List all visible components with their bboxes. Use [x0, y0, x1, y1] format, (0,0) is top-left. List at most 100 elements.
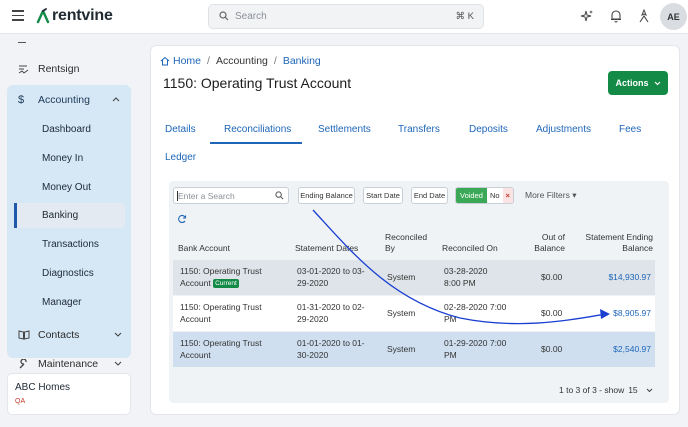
end-date-filter[interactable]: End Date	[411, 187, 448, 204]
col-out-of-balance: Out of Balance	[534, 232, 565, 254]
cell-bank-account: 1150: Operating Trust Account	[180, 301, 262, 325]
cell-ending-balance-link[interactable]: $8,905.97	[613, 308, 651, 318]
cell-ending-balance-link[interactable]: $2,540.97	[613, 344, 651, 354]
sidebar-item-dashboard[interactable]: Dashboard	[42, 124, 91, 135]
tab-deposits[interactable]: Deposits	[469, 124, 508, 135]
sidebar-item-contacts[interactable]: Contacts	[10, 323, 79, 347]
tab-reconciliations[interactable]: Reconciliations	[224, 124, 292, 135]
cell-reconciled-on: 01-29-2020 7:00 PM	[444, 337, 506, 361]
page-size-select[interactable]: 15	[628, 385, 638, 395]
avatar[interactable]: AE	[660, 3, 687, 30]
menu-icon[interactable]	[12, 10, 24, 22]
col-statement-dates: Statement Dates	[295, 243, 359, 253]
col-bank-account: Bank Account	[178, 243, 230, 253]
sidebar-item-banking[interactable]: Banking	[14, 203, 125, 228]
logo[interactable]: rentvine	[36, 7, 113, 25]
refresh-icon[interactable]	[177, 214, 187, 224]
cell-text: 01-29-2020 7:00	[444, 338, 507, 348]
header-line: Reconciled	[385, 232, 428, 242]
col-reconciled-by: Reconciled By	[385, 232, 427, 254]
tab-adjustments[interactable]: Adjustments	[536, 124, 592, 135]
company-switcher[interactable]: ABC Homes QA	[7, 373, 131, 415]
company-name: ABC Homes	[15, 382, 71, 393]
cell-text: 1150: Operating Trust	[180, 266, 262, 276]
col-statement-ending-balance: Statement Ending Balance	[579, 232, 653, 254]
current-badge: Current	[213, 279, 239, 288]
pagination: 1 to 3 of 3 - show 15	[559, 385, 653, 395]
cell-text: Account	[180, 278, 211, 288]
more-filters-button[interactable]: More Filters ▾	[525, 190, 577, 200]
top-bar: rentvine Search ⌘ K AE	[0, 0, 688, 34]
tab-settlements[interactable]: Settlements	[318, 124, 371, 135]
cell-reconciled-by: System	[387, 308, 416, 318]
cell-text: Account	[180, 350, 211, 360]
breadcrumb-separator: /	[207, 55, 210, 67]
wrench-icon	[18, 358, 30, 370]
bell-icon[interactable]	[609, 9, 623, 23]
cell-out-of-balance: $0.00	[541, 308, 563, 318]
sidebar-item-money-in[interactable]: Money In	[42, 153, 84, 164]
sidebar-item-manager[interactable]: Manager	[42, 297, 82, 308]
cell-out-of-balance: $0.00	[541, 344, 563, 354]
tab-transfers[interactable]: Transfers	[398, 124, 440, 135]
sidebar-item-maintenance[interactable]: Maintenance	[10, 352, 98, 376]
filter-search-placeholder: Enter a Search	[178, 191, 235, 201]
breadcrumb-banking[interactable]: Banking	[282, 55, 321, 67]
search-icon	[275, 191, 284, 200]
ending-balance-filter[interactable]: Ending Balance	[298, 187, 355, 204]
breadcrumb-home[interactable]: Home	[173, 55, 202, 67]
sidebar: Rentsign $ Accounting Dashboard Money In…	[0, 35, 140, 427]
cell-ending-balance-link[interactable]: $14,930.97	[608, 272, 651, 282]
cell-text: 1150: Operating Trust	[180, 302, 262, 312]
reconciliations-panel: Enter a Search Ending Balance Start Date…	[169, 181, 669, 403]
signature-icon	[18, 64, 30, 75]
tab-ledger[interactable]: Ledger	[165, 152, 197, 163]
global-search-input[interactable]: Search ⌘ K	[208, 4, 484, 29]
main-card: Home / Accounting / Banking 1150: Operat…	[150, 45, 680, 415]
table-row[interactable]: 1150: Operating Trust Account Current 03-…	[173, 260, 655, 295]
chevron-up-icon[interactable]	[112, 96, 120, 102]
cell-text: 8:00 PM	[444, 278, 476, 288]
search-shortcut: ⌘ K	[455, 11, 474, 22]
rentvine-leaf-icon	[36, 8, 50, 24]
sidebar-item-transactions[interactable]: Transactions	[42, 239, 99, 250]
sidebar-item-rentsign[interactable]: Rentsign	[10, 57, 79, 81]
sidebar-item-money-out[interactable]: Money Out	[42, 182, 91, 193]
actions-label: Actions	[615, 78, 649, 88]
start-date-filter[interactable]: Start Date	[363, 187, 403, 204]
sidebar-item-label: Rentsign	[38, 63, 80, 75]
cell-bank-account: 1150: Operating Trust Account	[180, 337, 262, 361]
cell-reconciled-by: System	[387, 344, 416, 354]
tab-fees[interactable]: Fees	[619, 124, 642, 135]
chevron-down-icon[interactable]	[114, 361, 122, 367]
cell-bank-account: 1150: Operating Trust Account Current	[180, 265, 262, 289]
tab-details[interactable]: Details	[165, 124, 196, 135]
cell-text: 30-2020	[297, 350, 329, 360]
breadcrumb-separator: /	[273, 55, 277, 67]
chevron-down-icon[interactable]	[114, 332, 122, 338]
breadcrumb-accounting[interactable]: Accounting	[215, 55, 268, 67]
header-line: Statement Ending	[585, 232, 653, 242]
more-filters-label: More Filters	[525, 190, 570, 200]
sidebar-item-accounting[interactable]: $ Accounting	[10, 88, 90, 112]
voided-filter[interactable]: Voided No ×	[455, 187, 514, 204]
table-row[interactable]: 1150: Operating Trust Account 01-01-2020 …	[173, 332, 655, 367]
sidebar-item-diagnostics[interactable]: Diagnostics	[42, 268, 94, 279]
dollar-icon: $	[18, 94, 25, 106]
actions-button[interactable]: Actions	[608, 71, 668, 95]
clear-filter-icon[interactable]: ×	[502, 188, 513, 203]
col-reconciled-on: Reconciled On	[442, 243, 498, 253]
table-row[interactable]: 1150: Operating Trust Account 01-31-2020 …	[173, 296, 655, 331]
sparkle-icon[interactable]	[580, 9, 594, 23]
chevron-down-icon	[654, 81, 660, 85]
cell-text: 01-01-2020 to 01-	[297, 338, 365, 348]
search-placeholder: Search	[235, 11, 267, 22]
user-icon[interactable]	[637, 9, 651, 23]
cell-text: 1150: Operating Trust	[180, 338, 262, 348]
cell-text: 02-28-2020 7:00	[444, 302, 507, 312]
chevron-down-icon[interactable]	[646, 388, 653, 393]
filter-search-input[interactable]: Enter a Search	[173, 187, 289, 204]
cell-statement-dates: 01-31-2020 to 02- 29-2020	[297, 301, 365, 325]
search-icon	[219, 11, 229, 21]
home-icon[interactable]	[160, 56, 170, 66]
